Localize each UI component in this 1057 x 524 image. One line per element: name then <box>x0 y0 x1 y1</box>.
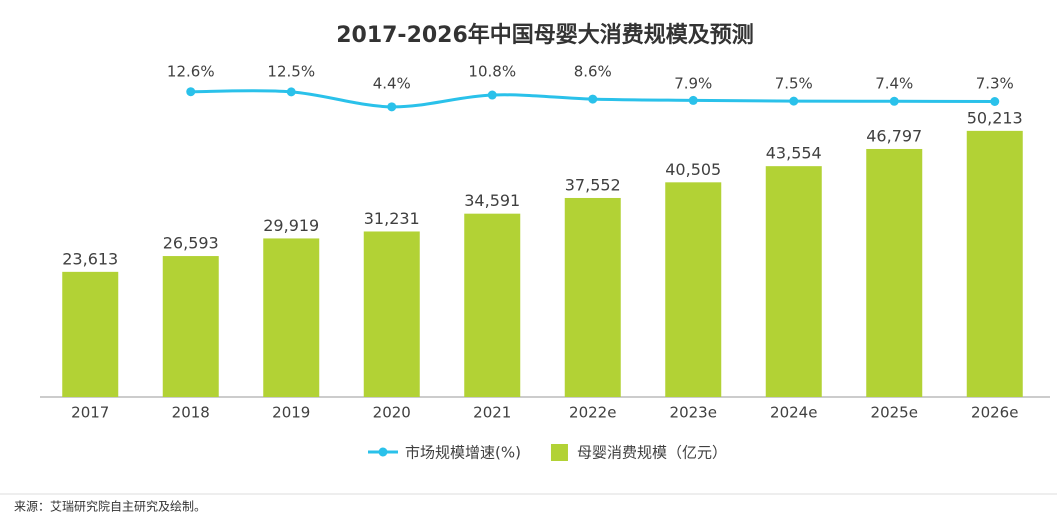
data-label: 12.5% <box>267 63 315 81</box>
legend-label: 母婴消费规模（亿元） <box>577 444 727 462</box>
data-label: 10.8% <box>468 63 516 81</box>
data-label: 46,797 <box>866 126 922 145</box>
bar <box>866 148 923 397</box>
x-tick-label: 2023e <box>670 404 717 422</box>
bar <box>564 197 621 397</box>
x-tick-label: 2019 <box>272 404 310 422</box>
data-label: 43,554 <box>766 144 822 163</box>
data-label: 7.5% <box>775 75 813 93</box>
data-label: 40,505 <box>665 160 721 179</box>
legend-dot <box>378 447 388 457</box>
bar <box>363 231 420 397</box>
x-tick-label: 2025e <box>871 404 918 422</box>
data-label: 12.6% <box>167 63 215 81</box>
x-tick-label: 2026e <box>971 404 1018 422</box>
line-point <box>990 96 1000 106</box>
bar <box>966 130 1023 397</box>
data-label: 4.4% <box>373 75 411 93</box>
x-tick-label: 2021 <box>473 404 511 422</box>
data-label: 7.3% <box>976 75 1014 93</box>
bar <box>162 256 219 397</box>
line-point <box>889 96 899 106</box>
data-label: 7.4% <box>875 75 913 93</box>
line-point <box>588 94 598 104</box>
line-point <box>186 87 196 97</box>
bar <box>62 271 119 397</box>
x-tick-label: 2018 <box>172 404 210 422</box>
bar <box>765 166 822 397</box>
data-label: 37,552 <box>565 175 621 194</box>
bar <box>263 238 320 397</box>
line-point <box>286 87 296 97</box>
line-point <box>789 96 799 106</box>
x-tick-label: 2017 <box>71 404 109 422</box>
data-label: 34,591 <box>464 191 520 210</box>
line-point <box>387 102 397 112</box>
x-tick-label: 2020 <box>373 404 411 422</box>
legend-swatch <box>550 444 568 461</box>
data-label: 23,613 <box>62 249 118 268</box>
bar <box>464 213 521 397</box>
data-label: 26,593 <box>163 234 219 253</box>
data-label: 8.6% <box>574 63 612 81</box>
data-label: 29,919 <box>263 216 319 235</box>
legend-label: 市场规模增速(%) <box>405 444 521 462</box>
x-tick-label: 2022e <box>569 404 616 422</box>
data-label: 31,231 <box>364 209 420 228</box>
line-point <box>487 90 497 100</box>
line-point <box>688 95 698 105</box>
x-tick-label: 2024e <box>770 404 817 422</box>
data-label: 50,213 <box>967 108 1023 127</box>
data-label: 7.9% <box>674 75 712 93</box>
chart-title: 2017-2026年中国母婴大消费规模及预测 <box>336 22 754 48</box>
source: 来源：艾瑞研究院自主研究及绘制。 <box>14 499 206 514</box>
bar <box>665 182 722 397</box>
